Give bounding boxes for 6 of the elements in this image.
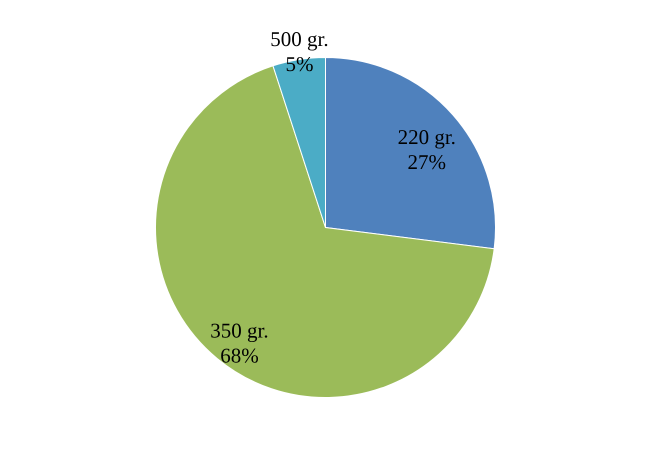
data-label: 68% bbox=[220, 344, 259, 368]
slice-label: 220 gr. bbox=[398, 125, 456, 150]
slice-label: 350 gr. bbox=[210, 318, 269, 343]
data-label: 27% bbox=[408, 150, 446, 174]
slice-label: 500 gr. bbox=[270, 26, 329, 51]
data-label: 5% bbox=[285, 52, 314, 76]
